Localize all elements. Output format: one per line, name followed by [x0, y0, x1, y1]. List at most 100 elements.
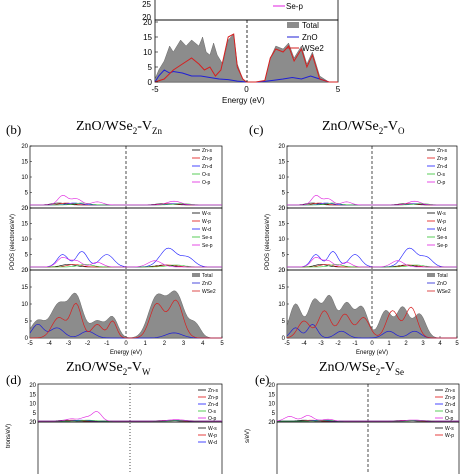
panel-b-se-p-line [30, 256, 222, 268]
panel-b-legend-total-swatch [192, 273, 200, 277]
panel-c-xtick: -4 [301, 341, 307, 347]
panel-e-legend-zn-p: Zn-p [445, 395, 456, 401]
panel-c-mid-ytick: 15 [278, 222, 285, 228]
panel-b-mid-legend-w-d: W-d [202, 227, 211, 233]
panel-d-label: (d) [6, 372, 22, 387]
panel-c-xtick: -3 [318, 341, 324, 347]
panel-b-mid-ytick: 5 [25, 253, 29, 259]
panel-c-top-ytick: 15 [278, 160, 285, 166]
panel-e-ytick: 5 [272, 411, 276, 417]
panel-c-xtick: 3 [421, 341, 425, 347]
panel-b-xtick: 5 [220, 341, 224, 347]
panel-b-xtick: 2 [163, 341, 167, 347]
panel-c-top-legend-zn-p: Zn-p [437, 156, 448, 162]
panel-e-title: ZnO/WSe2-VSe [319, 360, 405, 377]
panel-c-xtick: 2 [404, 341, 408, 347]
panel-c-mid-legend-se-s: Se-s [437, 235, 448, 241]
panel-c-top-legend-zn-s: Zn-s [437, 148, 448, 154]
panel-d: (d) ZnO/WSe2-VW 20 15 10 5 0 20 trons/eV) Zn-s Z… [0, 356, 237, 474]
panel-a-zno-line [154, 69, 338, 83]
panel-e-o-p-line [276, 415, 459, 422]
panel-d-legend-zn-s: Zn-s [208, 388, 219, 394]
panel-b-mid-ytick: 15 [21, 222, 28, 228]
panel-c-bot-ytick: 0 [282, 336, 286, 342]
panel-c-xtick: 0 [370, 341, 374, 347]
panel-a-ytick: 0 [148, 78, 153, 87]
panel-e-mid-legend-w-s: W-s [445, 426, 454, 432]
panel-e-label: (e) [255, 372, 270, 387]
panel-b-total-area [29, 290, 222, 339]
panel-b-top-legend-zn-d: Zn-d [202, 164, 213, 170]
panel-b-legend-total: Total [202, 273, 213, 279]
panel-d-ytick: 0 [33, 420, 37, 426]
panel-a-legend-total-swatch [287, 22, 299, 28]
panel-b-xlabel: Energy (eV) [110, 350, 142, 356]
panel-e-legend-o-s: O-s [445, 409, 454, 415]
panel-a-mid-legend-sep-label: Se-p [286, 2, 303, 11]
panel-e-mid-ytick: 20 [268, 420, 275, 426]
panel-d-mid-frame [37, 421, 223, 474]
panel-e-legend-o-p: O-p [445, 416, 454, 422]
panel-b-bot-ytick: 10 [21, 302, 28, 308]
panel-c-o-p-line [287, 194, 457, 206]
panel-c-bot-ytick: 5 [282, 319, 286, 325]
panel-d-ytick: 20 [29, 383, 36, 389]
panel-b-top-ytick: 5 [25, 191, 29, 197]
panel-d-mid-legend-w-s: W-s [208, 426, 217, 432]
panel-c-top-legend-zn-d: Zn-d [437, 164, 448, 170]
panel-d-legend-zn-p: Zn-p [208, 395, 219, 401]
panel-c-legend-wse2: WSe2 [437, 289, 451, 295]
panel-e: (e) ZnO/WSe2-VSe 20 15 10 5 0 20 s/eV) Zn-s Zn-p… [237, 356, 474, 474]
panel-c-se-p-line [287, 256, 457, 268]
panel-c-xtick: -2 [335, 341, 341, 347]
panel-c-bot-ytick: 15 [278, 285, 285, 291]
panel-b-xtick: 1 [144, 341, 148, 347]
panel-a-ytick: 10 [143, 48, 152, 57]
panel-a-xtick: 5 [336, 85, 341, 94]
panel-c-label: (c) [249, 122, 264, 137]
panel-b-mid-legend-se-p: Se-p [202, 243, 213, 249]
panel-c-mid-legend-w-d: W-d [437, 227, 446, 233]
panel-b-top-legend-o-s: O-s [202, 172, 211, 178]
panel-b-xtick: -4 [47, 341, 53, 347]
panel-c-bot-ytick: 10 [278, 302, 285, 308]
panel-e-legend-zn-s: Zn-s [445, 388, 456, 394]
panel-c-xtick: 5 [455, 341, 459, 347]
panel-c-mid-ytick: 10 [278, 237, 285, 243]
panel-b-xtick: -1 [104, 341, 110, 347]
panel-b-legend-wse2: WSe2 [202, 289, 216, 295]
panel-b-mid-ytick: 20 [21, 206, 28, 212]
panel-a-legend-zno: ZnO [302, 33, 318, 42]
panel-b-bot-ytick: 0 [25, 336, 29, 342]
panel-a: 20 25 Se-p 0 5 10 15 20 -5 0 5 Total ZnO WSe2 Energy … [0, 0, 474, 105]
panel-c-legend-total-swatch [427, 273, 435, 277]
panel-c-top-ytick: 20 [278, 144, 285, 150]
panel-a-ytick: 15 [143, 33, 152, 42]
panel-b-mid-ytick: 10 [21, 237, 28, 243]
panel-e-ytick: 15 [268, 392, 275, 398]
panel-b-ylabel: PDOS (electrons/eV) [10, 214, 16, 270]
panel-e-ytick: 20 [268, 383, 275, 389]
panel-b: (b) ZnO/WSe2-VZn 0 5 10 15 20 0 5 10 15 20 0 5 10 15 2… [0, 112, 237, 362]
panel-b-wse2-line [30, 299, 222, 339]
panel-b-top-ytick: 20 [21, 144, 28, 150]
panel-c-bot-ytick: 20 [278, 268, 285, 274]
panel-b-bot-ytick: 20 [21, 268, 28, 274]
panel-c-legend-total: Total [437, 273, 448, 279]
panel-d-legend-o-p: O-p [208, 416, 217, 422]
panel-b-xtick: 4 [201, 341, 205, 347]
panel-b-top-legend-o-p: O-p [202, 180, 211, 186]
panel-c-top-ytick: 0 [282, 206, 286, 212]
panel-a-mid-frame [154, 0, 339, 21]
panel-a-ytick: 5 [148, 63, 153, 72]
panel-b-mid-ytick: 0 [25, 268, 29, 274]
panel-a-wse2-line [154, 33, 338, 83]
panel-c-legend-zno: ZnO [437, 281, 447, 287]
panel-d-ytick: 10 [29, 402, 36, 408]
panel-c: (c) ZnO/WSe2-VO 0 5 10 15 20 0 5 10 15 20 0 5 10 15 20… [237, 112, 474, 362]
panel-c-title: ZnO/WSe2-VO [322, 119, 405, 136]
